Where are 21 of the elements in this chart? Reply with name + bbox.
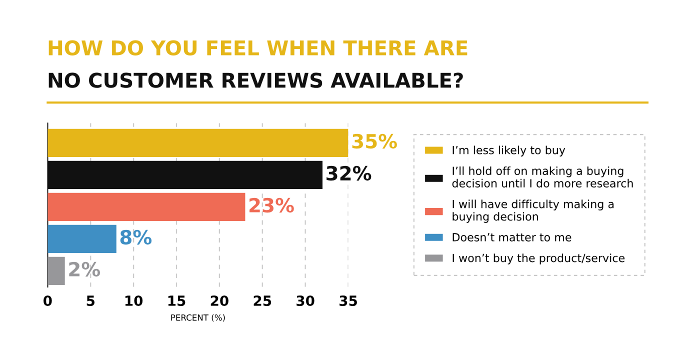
x-tick-label: 10 bbox=[125, 296, 143, 306]
legend-label: I won’t buy the product/service bbox=[452, 254, 625, 264]
x-tick-label: 0 bbox=[44, 296, 52, 306]
legend-label: I’ll hold off on making a buying decision until I do more research bbox=[452, 166, 633, 188]
data-label: 32% bbox=[326, 166, 372, 181]
data-label: 2% bbox=[69, 262, 100, 277]
x-tick-label: 35 bbox=[340, 296, 357, 306]
data-label: 35% bbox=[352, 134, 397, 149]
x-tick-label: 30 bbox=[296, 296, 314, 306]
legend-label: I will have difficulty making a buying decision bbox=[452, 200, 614, 223]
chart-subtitle: NO CUSTOMER REVIEWS AVAILABLE? bbox=[48, 72, 463, 88]
x-tick-label: 25 bbox=[254, 296, 272, 306]
legend-label: I’m less likely to buy bbox=[452, 146, 566, 156]
x-tick-label: 20 bbox=[210, 296, 228, 306]
legend-label: Doesn’t matter to me bbox=[452, 233, 572, 242]
data-label: 23% bbox=[250, 198, 294, 213]
x-tick-label: 15 bbox=[168, 296, 186, 306]
x-tick-label: 5 bbox=[86, 296, 94, 306]
x-axis-title: PERCENT (%) bbox=[171, 314, 225, 322]
chart-title: HOW DO YOU FEEL WHEN THERE ARE bbox=[48, 40, 468, 56]
data-label: 8% bbox=[120, 230, 152, 245]
